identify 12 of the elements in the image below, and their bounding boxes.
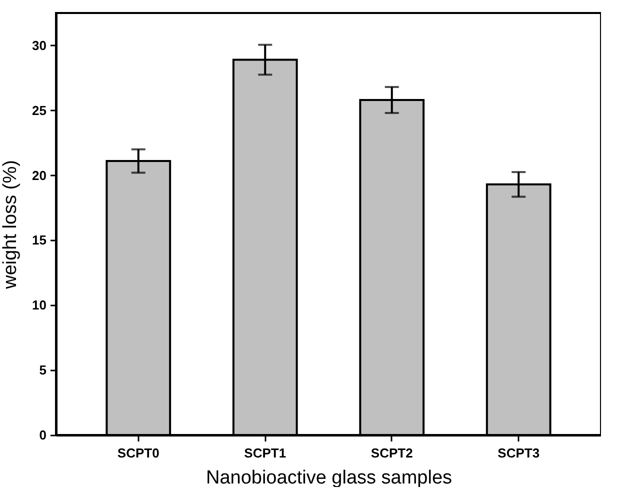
y-tick-label: 10 xyxy=(32,298,46,313)
y-tick-label: 0 xyxy=(39,428,46,442)
y-tick-label: 5 xyxy=(39,362,46,378)
x-tick-label: SCPT1 xyxy=(244,446,286,460)
x-tick-label: SCPT0 xyxy=(117,446,160,460)
y-tick-label: 25 xyxy=(32,102,46,118)
y-tick-label: 20 xyxy=(32,168,46,183)
x-tick-label: SCPT2 xyxy=(370,446,413,460)
x-tick-label: SCPT3 xyxy=(498,446,540,460)
y-tick-label: 30 xyxy=(32,38,46,53)
y-axis-title: weight loss (%) xyxy=(0,160,22,290)
y-tick-label: 15 xyxy=(32,232,46,248)
